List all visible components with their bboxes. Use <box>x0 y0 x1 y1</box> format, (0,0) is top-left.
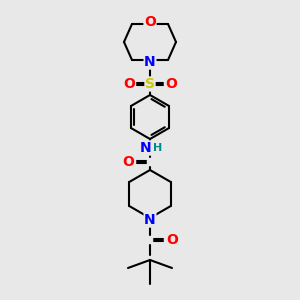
Text: O: O <box>165 77 177 91</box>
Text: N: N <box>144 213 156 227</box>
Text: N: N <box>144 55 156 69</box>
Text: S: S <box>145 77 155 91</box>
Text: O: O <box>123 77 135 91</box>
Text: O: O <box>144 15 156 29</box>
Text: O: O <box>122 155 134 169</box>
Text: N: N <box>140 141 152 155</box>
Text: O: O <box>166 233 178 247</box>
Text: H: H <box>153 143 163 153</box>
